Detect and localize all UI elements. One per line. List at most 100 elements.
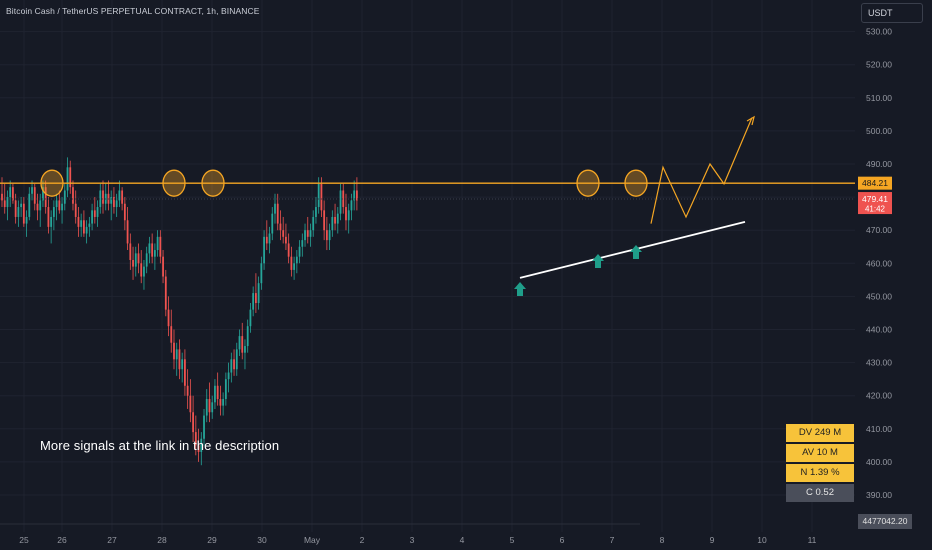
candle-body: [137, 253, 140, 264]
resistance-touch-circle: [624, 169, 648, 197]
candle-body: [61, 203, 63, 211]
candle: [63, 183, 66, 211]
candle: [178, 339, 181, 380]
candle-body: [285, 236, 287, 244]
candle-body: [295, 256, 298, 264]
candle-body: [134, 253, 137, 267]
candle-body: [52, 207, 55, 217]
candle: [9, 180, 12, 208]
x-tick-label: 4: [460, 535, 465, 545]
resistance-touch-circle: [40, 169, 64, 197]
candle: [61, 197, 63, 224]
candle-body: [85, 226, 88, 234]
candle-body: [175, 349, 178, 360]
candle: [246, 319, 249, 353]
candle: [235, 342, 238, 376]
candle: [96, 200, 99, 227]
candle-body: [77, 216, 80, 227]
candle: [298, 240, 301, 264]
candle: [205, 389, 208, 423]
candle: [151, 233, 154, 264]
candle-body: [345, 207, 347, 221]
candle-body: [115, 200, 118, 208]
candle-body: [301, 240, 304, 247]
candle: [334, 203, 336, 231]
candle: [230, 352, 233, 383]
candle-body: [227, 372, 230, 380]
candle: [252, 286, 255, 317]
candle-body: [151, 243, 154, 257]
candle: [211, 395, 214, 419]
candle-body: [293, 263, 296, 270]
candle-body: [205, 399, 208, 416]
candle: [12, 183, 14, 204]
candle-body: [126, 220, 129, 244]
candle: [44, 180, 47, 214]
candle-body: [31, 187, 33, 194]
candle: [99, 183, 102, 214]
y-tick-label: 430.00: [866, 358, 892, 368]
candle: [123, 197, 126, 231]
candle-body: [25, 216, 28, 224]
chart-grid: [0, 0, 855, 532]
candle: [115, 193, 118, 217]
info-close: C 0.52: [786, 484, 854, 502]
candlestick-series: [1, 157, 358, 466]
candle: [189, 379, 192, 423]
candle: [145, 246, 148, 274]
candle-body: [156, 236, 159, 251]
candle: [52, 200, 55, 231]
candle: [293, 256, 296, 280]
y-tick-label: 450.00: [866, 291, 892, 301]
candle-body: [265, 236, 268, 244]
candle: [287, 233, 290, 264]
candle-body: [222, 399, 225, 406]
candle-body: [12, 187, 14, 201]
candle: [83, 210, 85, 237]
candle-body: [162, 256, 164, 277]
y-tick-label: 500.00: [866, 126, 892, 136]
candle: [257, 276, 260, 310]
candle: [126, 207, 129, 251]
candle-body: [197, 445, 200, 452]
candle-body: [184, 359, 186, 386]
candle: [216, 372, 219, 406]
currency-selector[interactable]: USDT: [861, 3, 923, 23]
candle: [331, 210, 334, 237]
candle: [356, 177, 358, 211]
signal-arrow-up-icon: [592, 254, 604, 268]
candle: [304, 223, 306, 247]
chart-annotations: [40, 115, 755, 296]
candle: [200, 432, 203, 466]
candle-body: [350, 200, 353, 211]
countdown-tag-label: 41:42: [865, 205, 886, 214]
candle: [20, 197, 23, 217]
candle: [315, 197, 317, 224]
y-tick-label: 530.00: [866, 27, 892, 37]
x-tick-label: 9: [710, 535, 715, 545]
candle: [93, 197, 96, 224]
x-tick-label: 2: [360, 535, 365, 545]
candle-body: [93, 210, 96, 217]
candle: [85, 220, 88, 244]
candle-body: [148, 243, 151, 254]
candle: [143, 259, 145, 290]
candle: [91, 203, 93, 231]
x-tick-label: 11: [808, 535, 817, 545]
candle-body: [110, 197, 113, 204]
candle-body: [22, 203, 25, 224]
projection-path: [650, 117, 753, 224]
y-tick-label: 460.00: [866, 258, 892, 268]
candle: [197, 428, 200, 462]
candle: [282, 216, 285, 244]
candle-body: [145, 253, 148, 267]
y-tick-label: 410.00: [866, 424, 892, 434]
candle-body: [167, 309, 170, 327]
candle-body: [309, 230, 312, 237]
x-tick-label: 7: [610, 535, 615, 545]
candle-body: [72, 187, 74, 204]
candle: [36, 193, 39, 221]
candle-body: [36, 203, 39, 211]
